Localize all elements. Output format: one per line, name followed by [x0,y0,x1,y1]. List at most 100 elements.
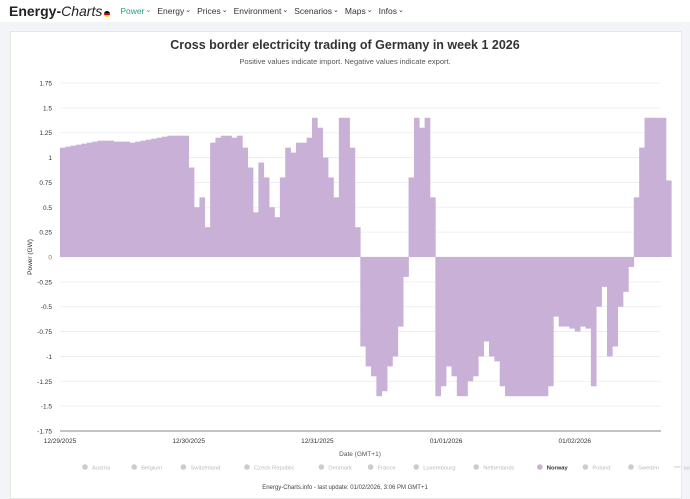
german-flag-icon [104,10,111,17]
legend-dot-icon [582,464,589,470]
x-tick-label: 01/01/2026 [430,438,463,445]
legend-item-netherlands[interactable]: Netherlands [473,464,515,472]
y-tick-label: 0.75 [39,180,52,187]
legend-dot-icon [131,464,137,470]
data-bar [510,257,517,397]
legend-dot-icon [413,464,420,470]
chart-subtitle: Positive values indicate import. Negativ… [239,57,450,66]
top-nav: Energy- Charts Power ⌄ Energy ⌄ Prices ⌄ Enviro… [0,0,690,22]
data-bar [569,257,576,329]
data-bar [472,257,479,377]
data-bar [606,257,613,357]
legend-label: Czech Republic [254,466,295,472]
legend-item-switzerland[interactable]: Switzerland [180,464,221,472]
y-tick-label: -0.5 [41,304,53,311]
nav-item-scenarios[interactable]: Scenarios [294,6,333,16]
nav-item-power[interactable]: Power [120,6,145,16]
data-bar [215,137,222,257]
y-tick-label: 1.5 [43,105,52,112]
data-bar [558,257,565,327]
legend-label: sum [684,466,690,472]
data-bar [623,257,629,292]
nav-item-energy[interactable]: Energy [157,6,185,16]
data-bar [236,135,243,257]
nav-item-maps[interactable]: Maps [344,6,366,16]
data-bar [220,135,227,257]
logo[interactable]: Energy- Charts [9,3,111,19]
data-bar [521,257,527,397]
x-axis-label: Date (GMT+1) [339,451,381,458]
data-bar [505,257,511,397]
data-bar [451,257,458,377]
data-bar [397,257,404,327]
data-bar [65,146,72,257]
data-bar [333,197,340,257]
data-bar [145,139,152,257]
nav-item-environment[interactable]: Environment [233,6,282,16]
data-bar [247,167,254,257]
legend-item-sweden[interactable]: Sweden [628,464,659,472]
data-bar [172,135,179,257]
data-bar [322,157,329,257]
data-bar [462,257,468,397]
logo-text: Energy- [9,3,62,19]
data-bar [489,257,495,357]
legend-item-norway[interactable]: Norway [537,464,569,472]
legend-item-czech-republic[interactable]: Czech Republic [244,464,295,472]
legend-item-sum[interactable]: sum [673,466,690,472]
data-bar [108,140,114,257]
legend-item-belgium[interactable]: Belgium [131,464,162,472]
legend-item-austria[interactable]: Austria [82,464,111,472]
data-bar [156,137,163,257]
data-bar [665,180,672,257]
legend-dot-icon [180,464,187,470]
data-bar [86,142,93,257]
data-bar [649,117,656,257]
data-bar [596,257,602,307]
y-tick-label: 0.25 [39,230,52,237]
data-bar [177,135,184,257]
logo-text-italic: Charts [61,3,103,19]
data-bar [231,137,238,257]
legend-item-denmark[interactable]: Denmark [318,464,352,472]
data-bar [349,147,356,257]
data-bar [456,257,463,397]
legend-item-luxembourg[interactable]: Luxembourg [413,464,455,472]
data-bar [199,197,206,257]
legend-item-poland[interactable]: Poland [582,464,611,472]
data-bar [542,257,549,397]
data-bar [446,257,452,367]
data-bar [312,117,318,257]
data-bar [585,257,592,329]
data-bar [564,257,570,327]
x-tick-label: 12/29/2025 [44,438,77,445]
chevron-down-icon: ⌄ [145,7,152,14]
data-bar [328,177,334,257]
data-bar [344,117,350,257]
legend-item-france[interactable]: France [367,464,396,472]
data-bar [102,140,109,257]
legend-label: Sweden [638,466,659,472]
y-tick-label: -1 [46,354,52,361]
nav-item-prices[interactable]: Prices [197,6,221,16]
data-bar [285,147,291,257]
data-bar [467,257,474,382]
data-bar [553,257,560,317]
data-bar [295,142,302,257]
legend-label: Belgium [141,466,162,472]
nav-item-infos[interactable]: Infos [378,6,398,16]
data-bar [531,257,538,397]
legend-dot-icon [628,464,634,470]
data-bar [639,147,645,257]
data-bar [580,257,586,327]
data-bar [628,257,635,267]
x-tick-label: 01/02/2026 [559,438,592,445]
legend-label: Poland [592,466,610,472]
data-bar [317,127,324,257]
x-tick-label: 12/30/2025 [172,438,205,445]
legend-label: Switzerland [190,466,220,472]
data-bar [135,141,141,257]
legend-dot-icon [244,464,250,470]
data-bar [371,257,377,377]
y-tick-label: -1.75 [37,429,52,436]
